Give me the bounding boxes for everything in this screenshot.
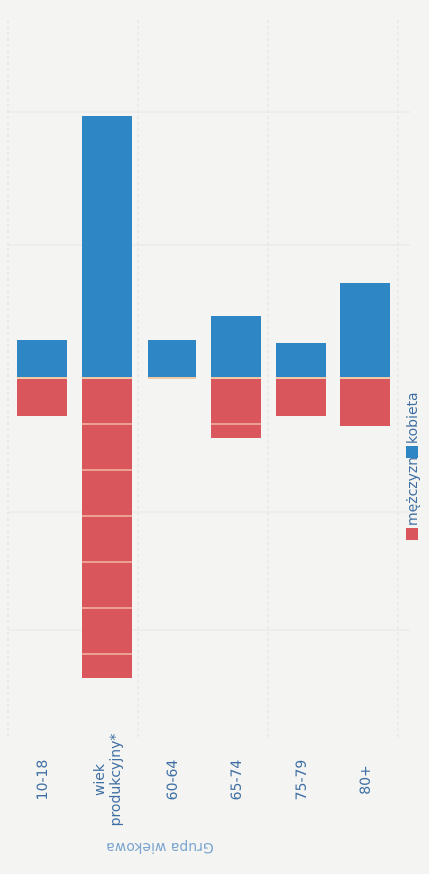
grid-lines: [7, 20, 410, 740]
category-label: 65-74: [229, 760, 245, 801]
category-label-line: 75-79: [294, 760, 310, 801]
bars: [17, 116, 390, 678]
legend-group: mężczyzna kobieta: [405, 392, 421, 540]
legend-label: mężczyzna: [405, 448, 421, 526]
category-label: wiekprodukcyjny*: [92, 734, 124, 827]
bar-kobieta: [82, 116, 132, 378]
bar-mezczyzna: [276, 378, 326, 416]
bar-kobieta: [211, 316, 261, 378]
bar-mezczyzna: [211, 378, 261, 438]
legend-swatch: [406, 528, 418, 540]
category-label: 80+: [358, 765, 374, 795]
bar-kobieta: [148, 340, 196, 378]
category-label-line: 65-74: [229, 760, 245, 801]
legend-swatch: [406, 446, 418, 458]
bar-mezczyzna: [340, 378, 390, 426]
category-label-line: produkcyjny*: [108, 734, 124, 827]
category-label-line: 60-64: [165, 760, 181, 801]
bar-kobieta: [17, 340, 67, 378]
bar-kobieta: [276, 343, 326, 378]
bar-kobieta: [340, 283, 390, 378]
category-label: 10-18: [35, 760, 51, 801]
bar-mezczyzna: [82, 378, 132, 678]
y-axis-label: Grupa wiekowa: [106, 839, 214, 855]
category-labels: 10-18 wiekprodukcyjny* 60-64 65-74 75-79 80+: [35, 734, 374, 827]
category-label-line: wiek: [92, 763, 108, 796]
category-label: 60-64: [165, 760, 181, 801]
bar-mezczyzna: [17, 378, 67, 416]
legend-label: kobieta: [405, 392, 421, 444]
category-label-line: 80+: [358, 765, 374, 795]
category-label: 75-79: [294, 760, 310, 801]
category-label-line: 10-18: [35, 760, 51, 801]
legend: mężczyzna kobieta: [405, 392, 421, 540]
